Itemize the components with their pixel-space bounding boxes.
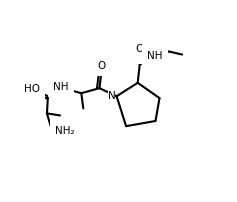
Text: NH: NH — [147, 50, 163, 61]
Text: HO: HO — [24, 84, 40, 94]
Text: O: O — [136, 44, 144, 55]
Text: N: N — [108, 91, 115, 101]
Text: NH: NH — [53, 82, 69, 92]
Text: O: O — [97, 61, 106, 71]
Text: O: O — [131, 44, 139, 54]
Text: NH₂: NH₂ — [55, 126, 75, 136]
